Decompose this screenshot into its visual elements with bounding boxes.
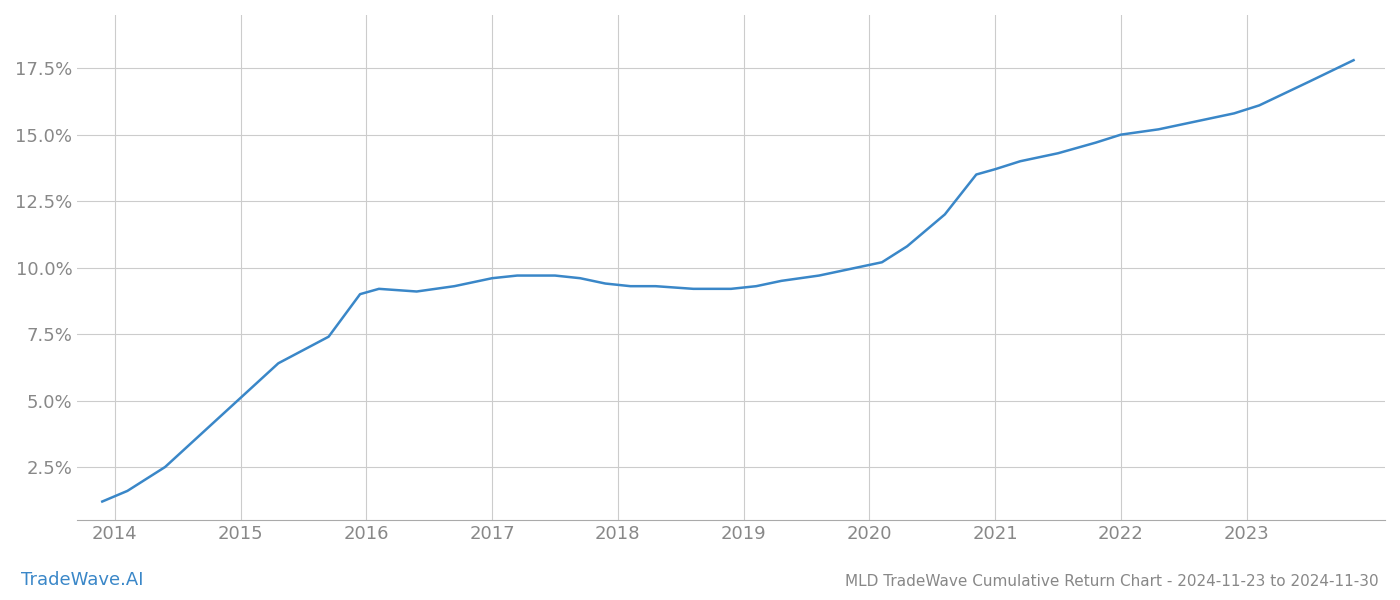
Text: TradeWave.AI: TradeWave.AI: [21, 571, 143, 589]
Text: MLD TradeWave Cumulative Return Chart - 2024-11-23 to 2024-11-30: MLD TradeWave Cumulative Return Chart - …: [846, 574, 1379, 589]
